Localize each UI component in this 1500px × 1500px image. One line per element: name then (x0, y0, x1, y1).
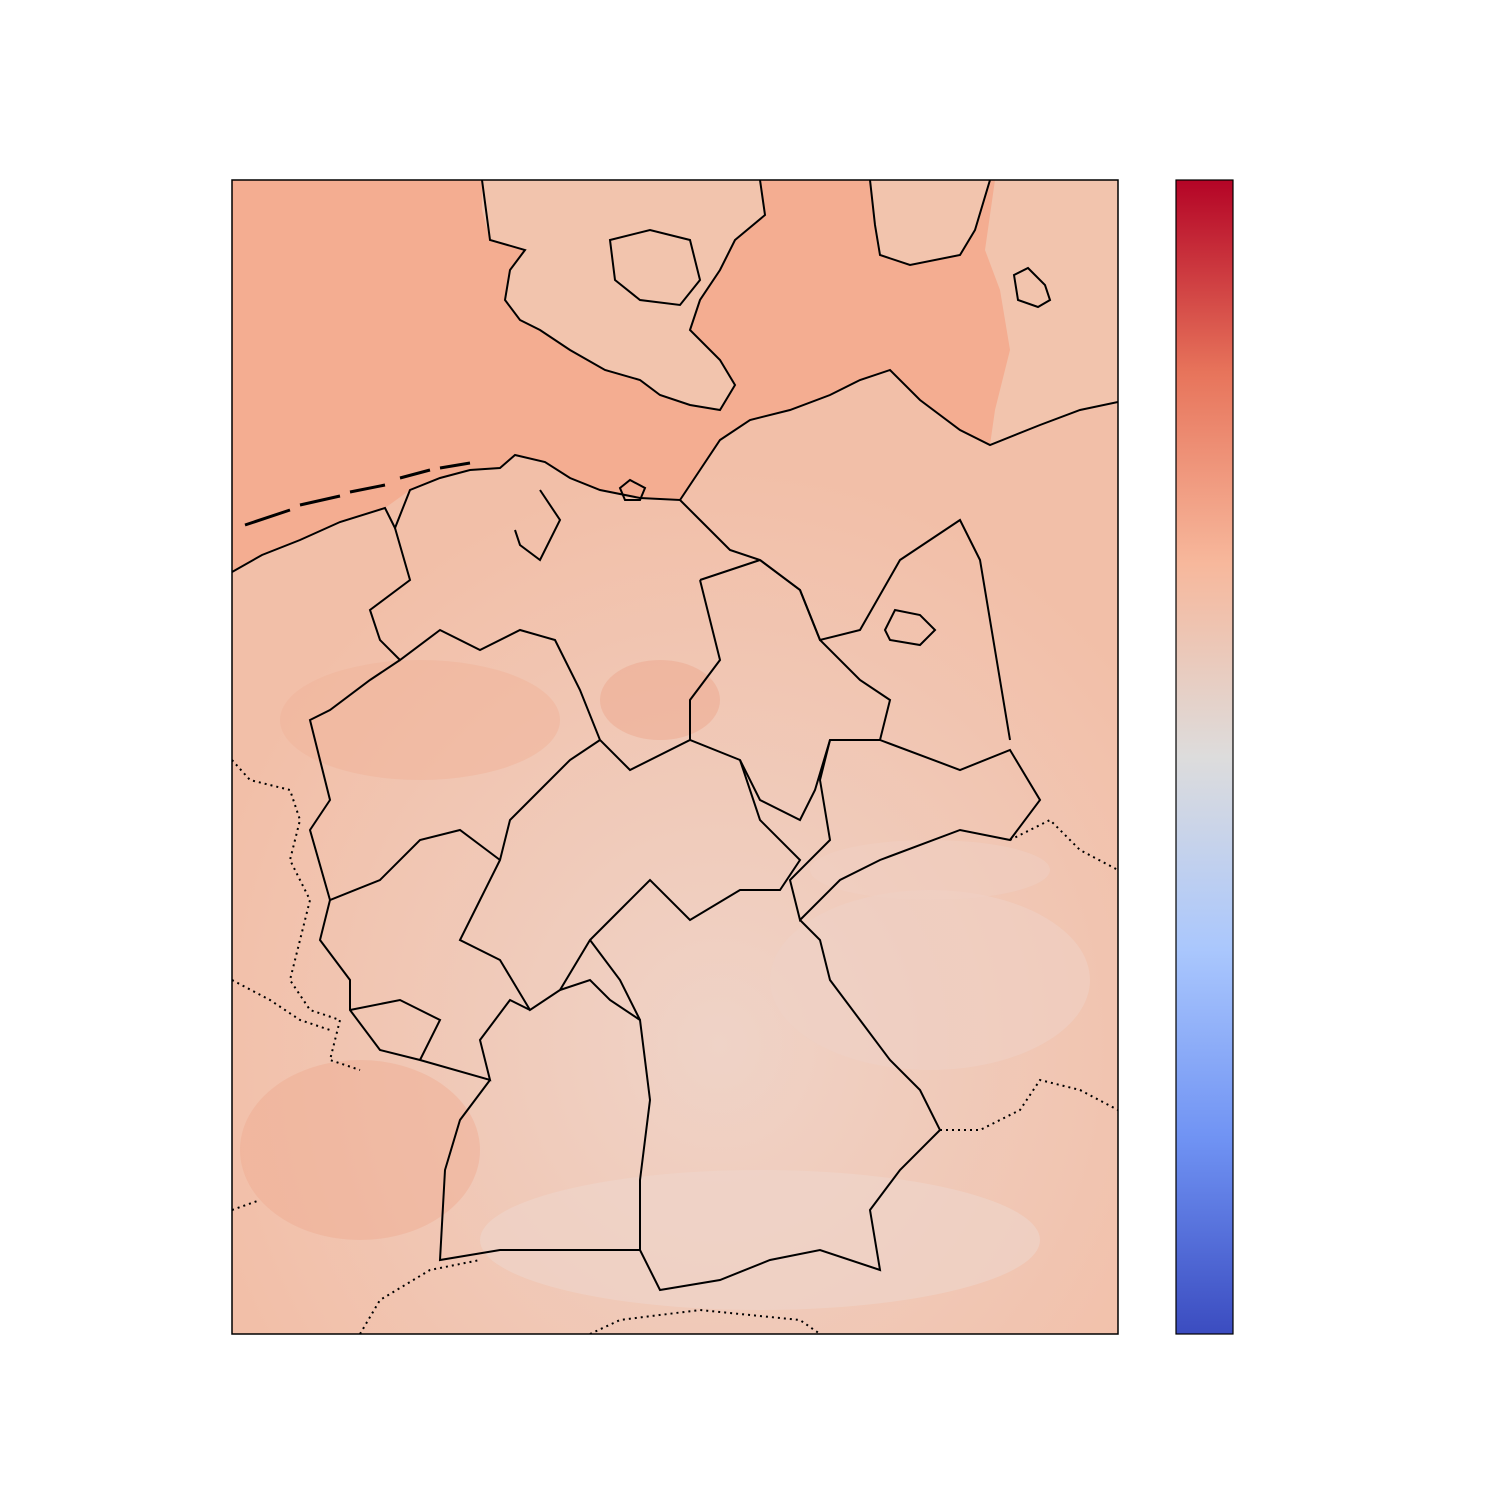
zealand-coastline (869, 180, 991, 267)
sweden-land (985, 180, 1118, 445)
frisian-islands (244, 461, 471, 527)
country-borders (232, 759, 1118, 1334)
colorbar (1175, 179, 1234, 1335)
denmark-land (482, 180, 765, 410)
funen-island (608, 228, 702, 307)
map-frame (231, 179, 1119, 1335)
state-borders (308, 478, 1042, 1292)
denmark-coastline (481, 180, 767, 412)
warm-zone-rhine (240, 1060, 480, 1240)
bornholm-island (1012, 266, 1052, 309)
cool-zone-alps (480, 1170, 1040, 1310)
map-panel (232, 180, 1118, 1334)
warm-zone-north (280, 660, 560, 780)
cool-zone-bavarian-forest (770, 890, 1090, 1070)
warm-zone-harz (600, 660, 720, 740)
cool-zone-erzgebirge (810, 840, 1050, 900)
zealand-land (870, 180, 990, 265)
colorbar-gradient (1175, 179, 1234, 1335)
